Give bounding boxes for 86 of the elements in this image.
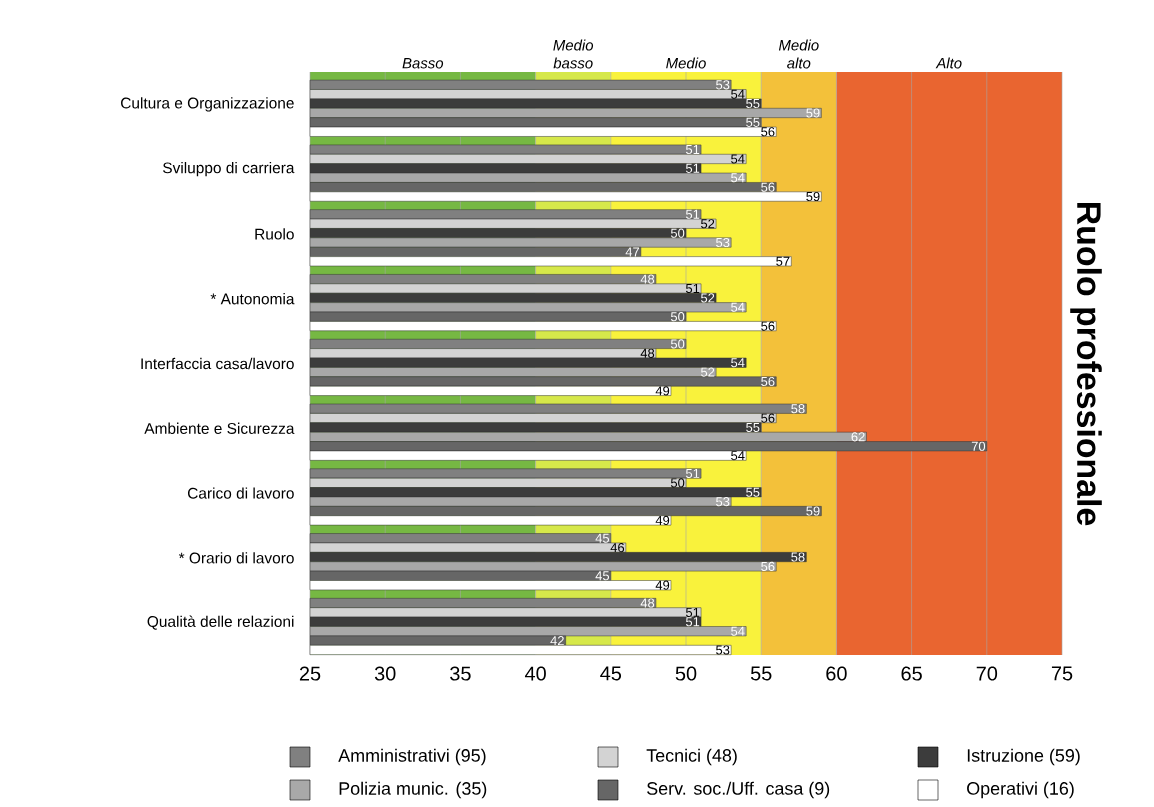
legend-label: Tecnici (48) [646,748,737,766]
data-label: 59 [806,191,820,202]
x-tick-label: 30 [374,666,396,681]
x-tick-label: 70 [976,666,998,681]
data-label: 59 [806,108,820,118]
data-label: 51 [685,145,700,155]
data-label: 54 [731,154,745,164]
data-label: 58 [791,552,805,562]
y-tick-label: * Orario di lavoro [178,552,294,564]
y-tick-label: Interfaccia casa/lavoro [141,357,294,370]
data-label: 48 [640,598,655,608]
data-label: 48 [640,348,655,358]
band-label: Medio alto [778,39,819,69]
data-label: 54 [731,626,745,636]
data-label: 50 [670,312,685,322]
data-label: 46 [610,543,625,553]
data-label: 56 [761,321,775,331]
band-label: Medio [666,57,706,69]
data-label: 42 [550,636,564,646]
data-label: 51 [685,163,700,173]
data-label: 70 [971,441,986,451]
data-label: 47 [625,247,640,257]
data-label: 52 [701,367,715,377]
data-label: 51 [685,209,700,219]
x-tick-label: 60 [826,666,847,681]
y-tick-label: Qualità delle relazioni [147,615,294,630]
y-tick-label: * Autonomia [210,293,295,305]
text: Ruolo professionale [1070,202,1102,526]
x-tick-label: 40 [524,666,546,681]
data-label: 56 [761,182,775,192]
band-label: Alto [935,57,962,69]
data-label: 54 [731,358,745,368]
legend-label: Serv. soc./Uff. casa (9) [647,781,830,799]
x-tick-label: 25 [299,666,321,681]
data-label: 59 [806,506,820,516]
data-label: 62 [851,432,865,442]
data-label: 54 [731,451,745,461]
data-label: 51 [685,468,700,478]
data-label: 55 [746,117,760,127]
data-label: 56 [761,413,775,423]
data-label: 52 [701,219,715,229]
legend-label: Amministrativi (95) [338,748,486,766]
data-label: 58 [791,404,805,414]
data-label: 57 [776,256,790,266]
data-label: 52 [701,293,715,303]
band-label: Medio basso [553,39,594,69]
y-tick-label: Ambiente e Sicurezza [144,422,295,434]
y-tick-label: Ruolo [255,228,294,240]
data-label: 50 [670,478,685,488]
data-label: 49 [655,515,670,526]
data-label: 56 [761,561,775,571]
band-label: Basso [402,58,444,69]
data-label: 54 [731,173,745,183]
x-tick-label: 35 [450,666,471,681]
data-label: 50 [670,339,685,349]
y-tick-label: Sviluppo di carriera [163,161,295,177]
x-tick-label: 65 [901,666,922,681]
data-label: 53 [716,80,730,90]
data-label: 49 [655,386,670,396]
data-label: 54 [731,302,745,312]
data-label: 53 [716,497,730,507]
data-label: 50 [670,228,685,238]
x-tick-label: 45 [600,666,622,681]
data-label: 53 [716,645,730,655]
x-tick-label: 50 [675,666,697,681]
data-label: 53 [716,237,730,248]
data-label: 55 [746,99,760,109]
data-label: 51 [685,284,700,294]
y-tick-label: Cultura e Organizzazione [121,97,294,112]
data-label: 55 [746,422,760,432]
legend-label: Operativi (16) [967,781,1074,799]
data-label: 54 [731,89,745,99]
legend-label: Polizia munic. (35) [339,781,487,799]
data-label: 45 [595,533,610,543]
data-label: 56 [761,376,775,387]
x-tick-label: 75 [1051,666,1073,681]
data-label: 56 [761,127,775,137]
data-label: 55 [746,487,760,497]
legend-label: Istruzione (59) [967,748,1080,766]
data-label: 49 [655,580,670,590]
y-tick-label: Carico di lavoro [187,487,294,499]
x-tick-label: 55 [750,666,772,681]
data-label: 45 [595,571,610,581]
data-label: 51 [685,607,700,617]
data-label: 51 [685,617,700,627]
data-label: 48 [640,274,655,284]
